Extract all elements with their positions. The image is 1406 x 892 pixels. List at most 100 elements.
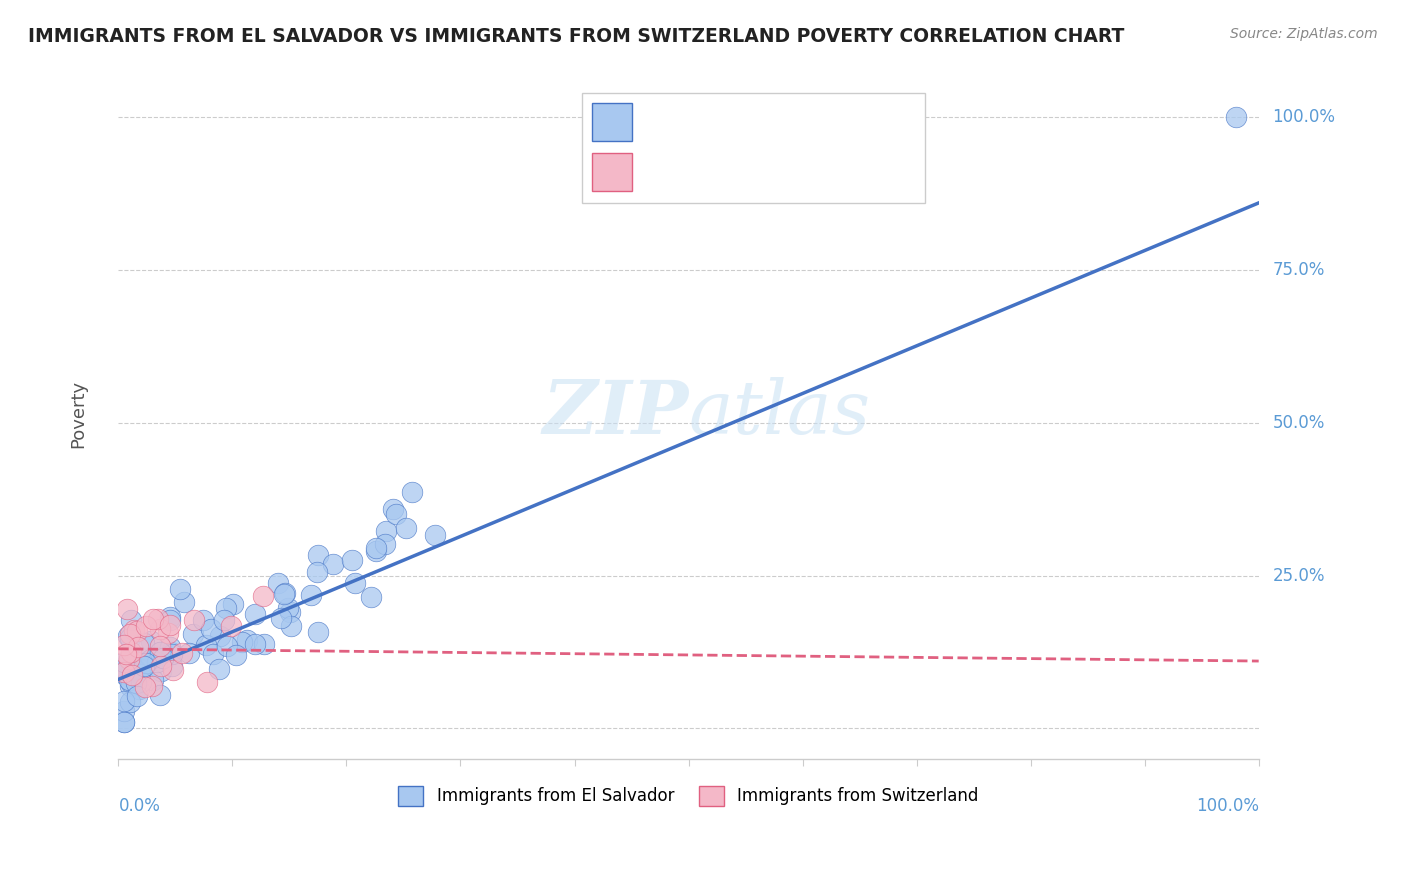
Point (148, 688, 170, 702)
Point (132, 658, 155, 673)
Point (381, 502, 404, 516)
Point (170, 646, 193, 660)
Text: atlas: atlas (689, 377, 870, 450)
Point (152, 651, 174, 665)
Point (208, 662, 231, 676)
Point (159, 617, 181, 632)
Point (215, 601, 238, 615)
Point (112, 694, 135, 708)
Text: 50.0%: 50.0% (1272, 414, 1324, 432)
Point (128, 666, 150, 681)
Point (200, 622, 222, 636)
Point (141, 679, 163, 693)
Point (162, 663, 184, 677)
Point (118, 680, 141, 694)
Point (299, 588, 322, 602)
Point (112, 667, 135, 681)
Point (112, 715, 135, 730)
Point (142, 673, 165, 687)
Point (141, 652, 163, 666)
Point (236, 632, 259, 647)
FancyBboxPatch shape (582, 93, 925, 203)
Point (142, 612, 165, 626)
Point (128, 682, 150, 697)
Point (231, 635, 253, 649)
Point (277, 601, 299, 615)
Text: R = -0.021   N = 27: R = -0.021 N = 27 (643, 163, 835, 181)
Point (222, 597, 245, 611)
Text: R =  0.743   N = 91: R = 0.743 N = 91 (643, 113, 834, 131)
Point (115, 656, 138, 670)
Point (149, 645, 172, 659)
Point (159, 645, 181, 659)
Point (159, 640, 181, 655)
Text: Source: ZipAtlas.com: Source: ZipAtlas.com (1230, 27, 1378, 41)
Point (364, 543, 387, 558)
Point (401, 485, 423, 500)
Point (112, 715, 135, 730)
Point (374, 524, 396, 538)
Point (159, 609, 181, 624)
Point (193, 613, 215, 627)
Point (125, 676, 148, 690)
Point (219, 618, 242, 632)
Point (340, 552, 363, 566)
Text: 0.0%: 0.0% (118, 797, 160, 814)
Point (112, 665, 135, 680)
Point (280, 619, 302, 633)
Point (121, 668, 143, 682)
Point (150, 659, 173, 673)
Point (384, 507, 406, 521)
Point (169, 582, 191, 597)
Point (112, 655, 135, 669)
Point (120, 645, 142, 659)
Point (195, 638, 218, 652)
Point (134, 636, 156, 650)
Point (307, 549, 329, 563)
Point (135, 657, 157, 671)
Point (118, 652, 141, 666)
Point (149, 622, 172, 636)
Point (423, 527, 446, 541)
Point (157, 626, 180, 640)
Text: Poverty: Poverty (69, 380, 87, 448)
Point (127, 655, 149, 669)
Point (360, 590, 382, 604)
Point (129, 675, 152, 690)
Point (128, 666, 150, 681)
Point (159, 613, 181, 627)
Point (173, 594, 195, 608)
Point (146, 656, 169, 670)
Point (245, 607, 267, 621)
Point (177, 646, 200, 660)
Point (122, 623, 145, 637)
Text: IMMIGRANTS FROM EL SALVADOR VS IMMIGRANTS FROM SWITZERLAND POVERTY CORRELATION C: IMMIGRANTS FROM EL SALVADOR VS IMMIGRANT… (28, 27, 1125, 45)
Point (212, 613, 235, 627)
Point (139, 634, 162, 648)
Point (307, 624, 329, 639)
Point (243, 637, 266, 651)
Point (201, 647, 224, 661)
Point (120, 676, 142, 690)
Point (343, 575, 366, 590)
Point (374, 537, 396, 551)
FancyBboxPatch shape (592, 153, 631, 191)
Point (252, 589, 274, 603)
Point (127, 690, 149, 704)
Point (267, 576, 290, 591)
Point (253, 636, 276, 650)
Text: ZIP: ZIP (543, 377, 689, 450)
Text: 75.0%: 75.0% (1272, 261, 1324, 279)
Point (121, 657, 143, 671)
Point (149, 640, 172, 654)
Point (115, 601, 138, 615)
Text: 25.0%: 25.0% (1272, 566, 1324, 584)
Text: 100.0%: 100.0% (1195, 797, 1258, 814)
Point (149, 664, 172, 678)
Point (160, 647, 183, 661)
Point (118, 627, 141, 641)
Point (135, 618, 157, 632)
Point (307, 565, 329, 579)
Point (134, 650, 156, 665)
Point (117, 630, 139, 644)
